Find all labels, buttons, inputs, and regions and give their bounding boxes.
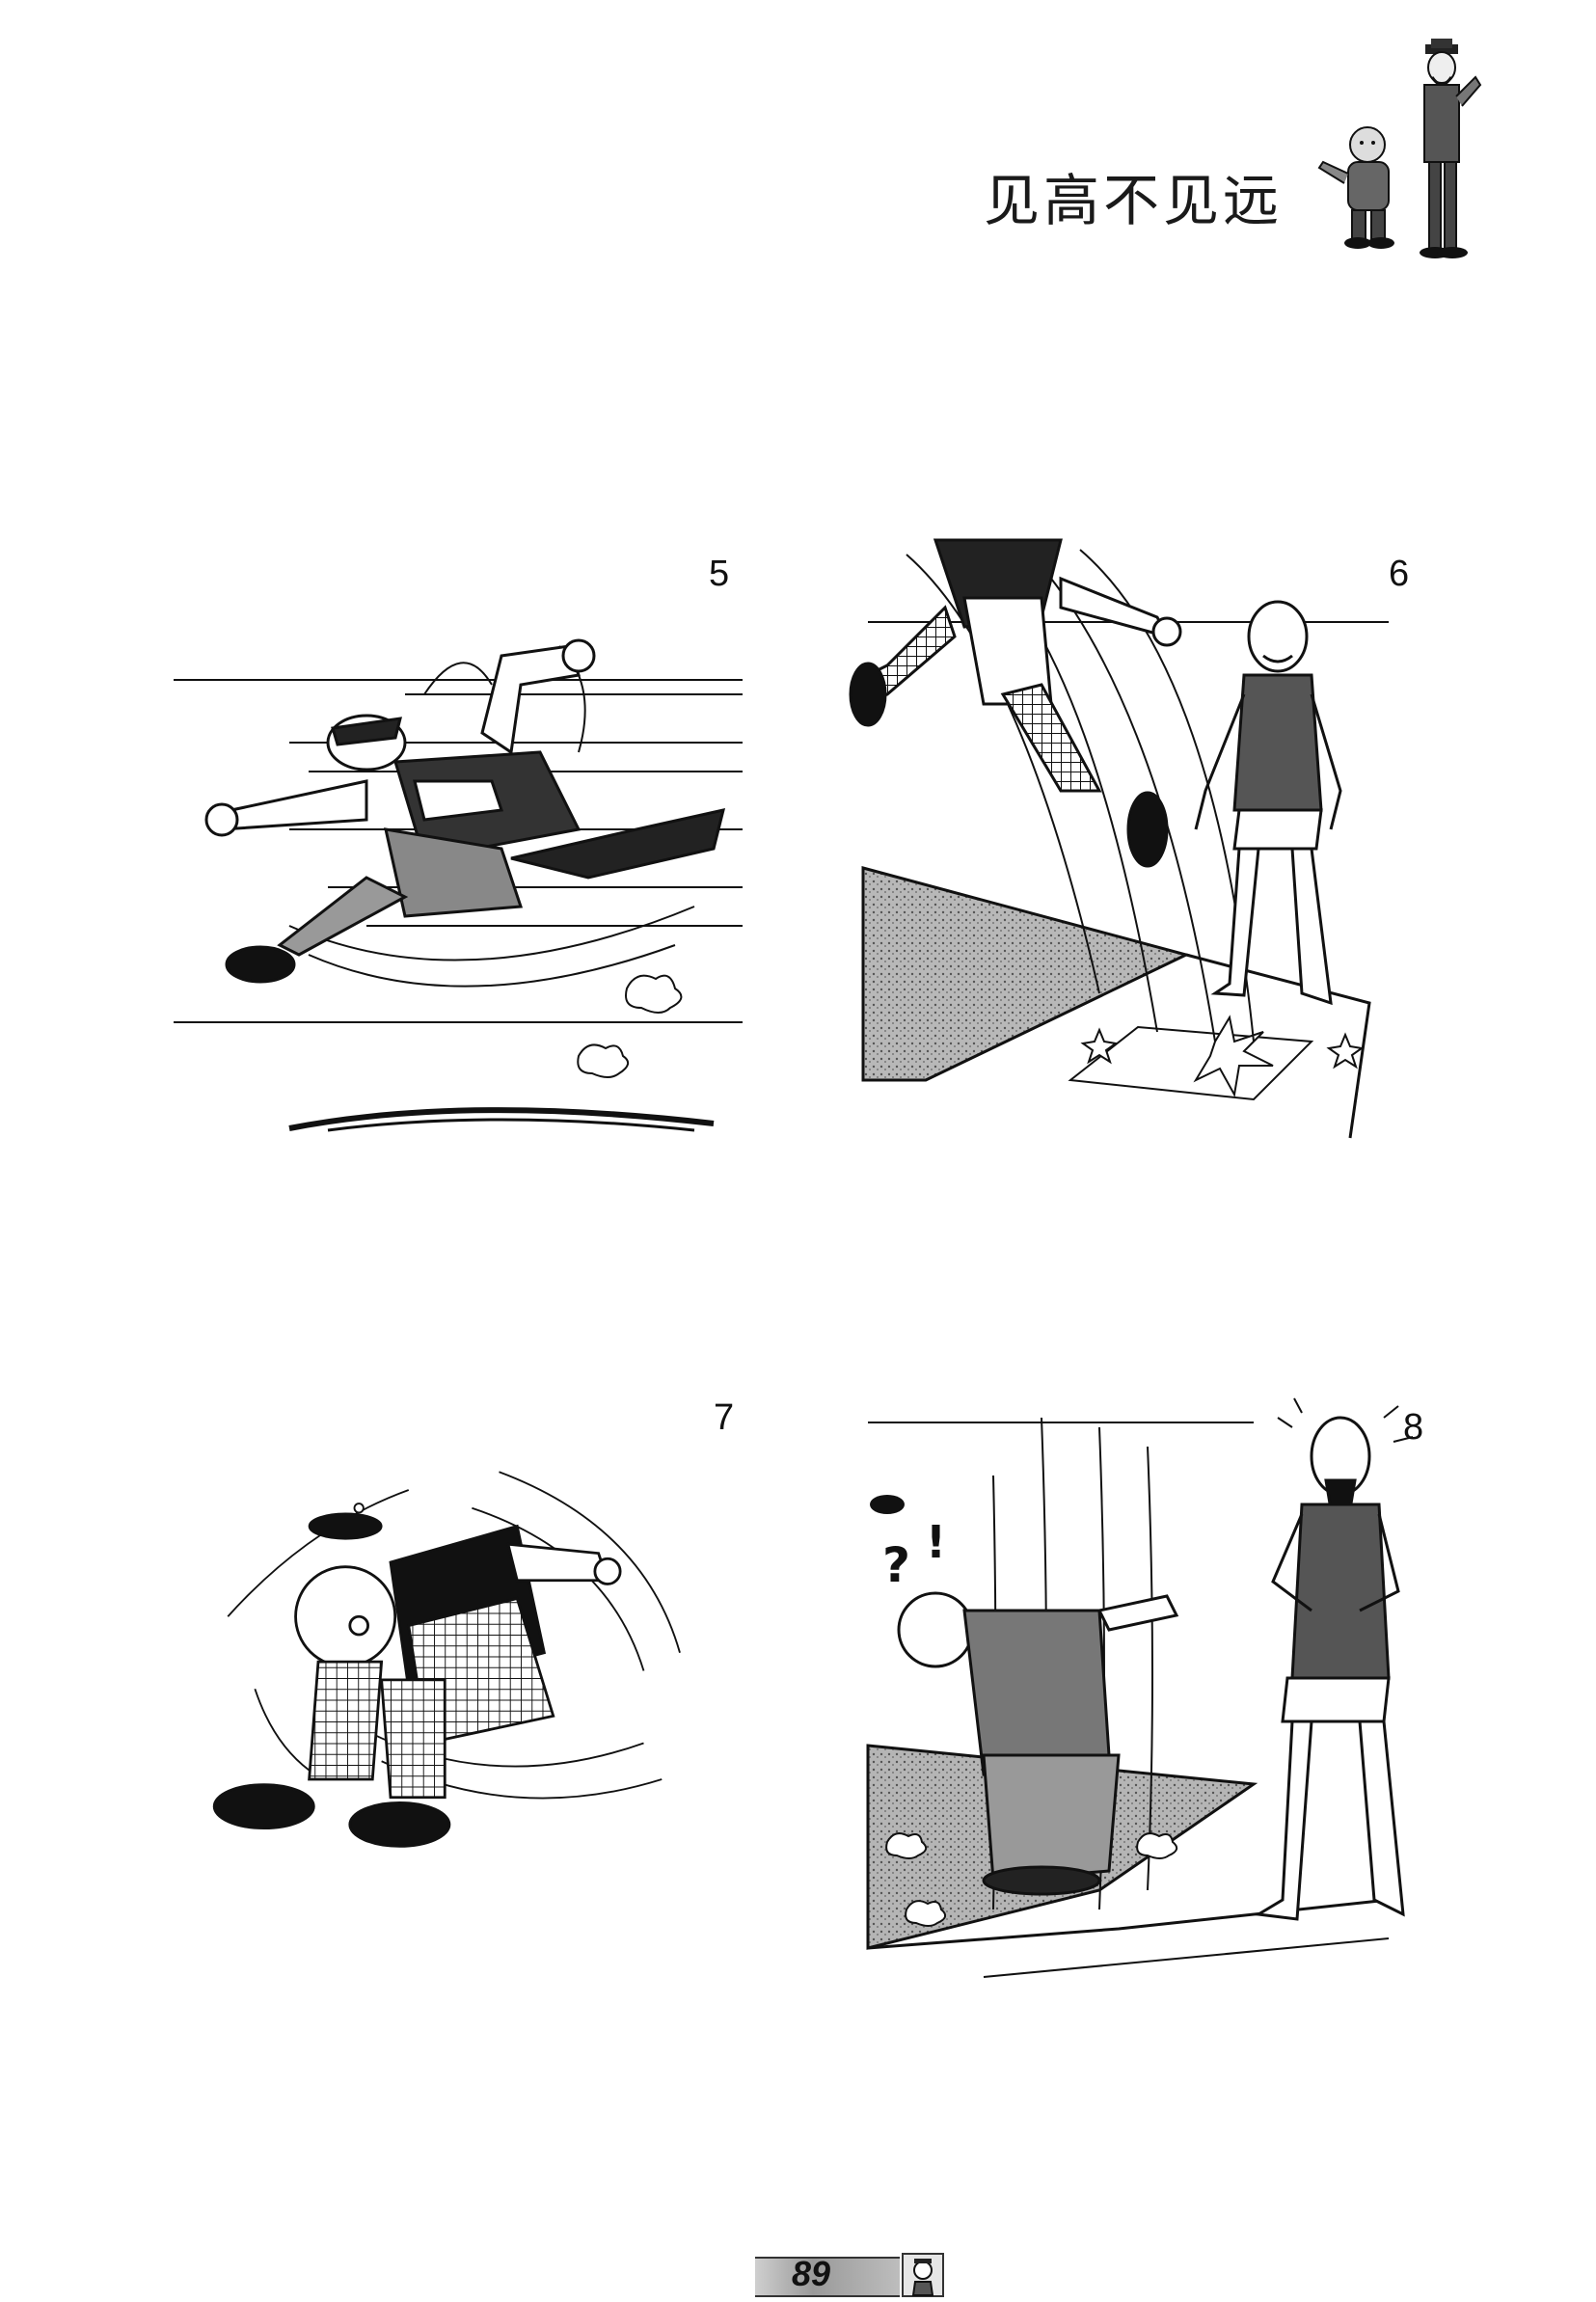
svg-text:!: ! — [926, 1516, 946, 1568]
comic-panel-8: 8 ? ! — [849, 1389, 1427, 2016]
panel-number: 7 — [714, 1397, 735, 1438]
page-title: 见高不见远 — [984, 168, 1284, 233]
tumbling-jumper-illustration — [212, 1471, 681, 1848]
page-number-bar — [755, 2257, 900, 2297]
panel-number: 6 — [1389, 554, 1410, 594]
comic-panel-7: 7 — [174, 1398, 752, 2016]
comic-panel-5: 5 — [174, 540, 752, 1138]
panel-number: 8 — [1403, 1407, 1424, 1448]
sunken-jumper-illustration: ? ! — [866, 1397, 1414, 1978]
running-jumper-illustration — [174, 638, 743, 1132]
landing-jumper-illustration — [849, 538, 1389, 1139]
character-face-icon — [902, 2253, 944, 2297]
comic-panel-6: 6 — [849, 538, 1427, 1139]
svg-text:?: ? — [882, 1537, 910, 1593]
two-characters-icon — [1312, 39, 1500, 270]
page-number-footer: 89 — [755, 2253, 948, 2297]
panel-number: 5 — [709, 554, 730, 594]
page-number: 89 — [792, 2254, 831, 2293]
